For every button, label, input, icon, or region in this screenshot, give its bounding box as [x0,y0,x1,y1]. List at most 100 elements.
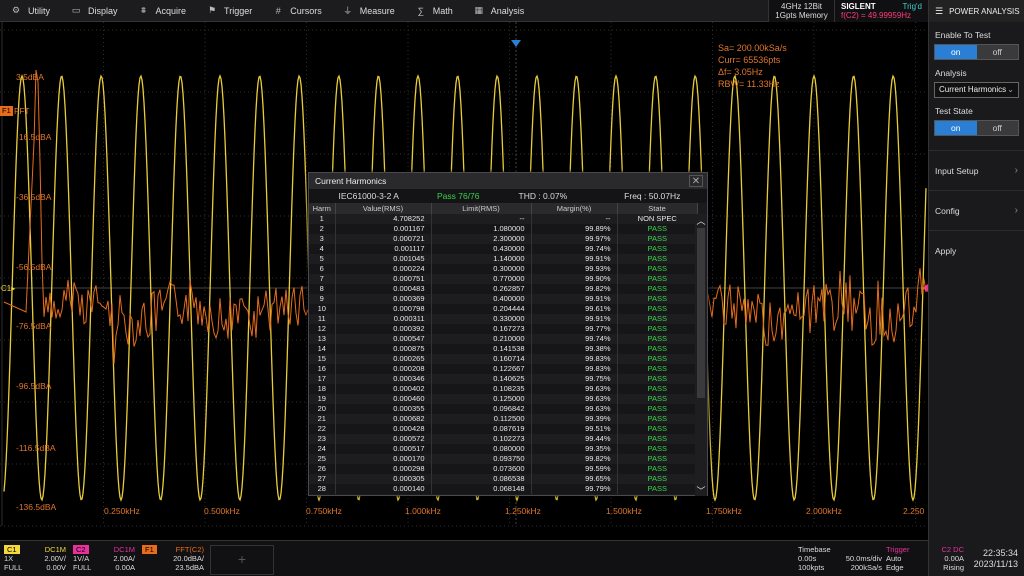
current-harmonics-dialog[interactable]: Current Harmonics ✕ IEC61000-3-2 A Pass … [308,172,708,496]
table-row[interactable]: 8 0.000483 0.262857 99.82% PASS [309,284,697,294]
table-row[interactable]: 28 0.000140 0.068148 99.79% PASS [309,484,697,494]
table-row[interactable]: 1 4.708252 -- -- NON SPEC [309,214,697,224]
brand-area[interactable]: SIGLENT Trig'd f(C2) = 49.99959Hz [834,0,928,22]
input-setup-item[interactable]: Input Setup › [929,150,1024,190]
scroll-down-icon[interactable]: ﹀ [696,486,706,496]
value-cell: 0.000572 [335,434,432,444]
table-row[interactable]: 22 0.000428 0.087619 99.51% PASS [309,424,697,434]
margin-cell: 99.90% [531,274,618,284]
f1-function-box[interactable]: F1 FFT(C2) 20.0dBA/ 23.5dBA [140,545,206,575]
menu-acquire[interactable]: ⩩ Acquire [128,0,197,22]
state-toggle[interactable]: on off [934,120,1019,136]
table-row[interactable]: 11 0.000311 0.330000 99.91% PASS [309,314,697,324]
add-channel-button[interactable]: + [210,545,274,575]
harm-cell: 5 [309,254,336,264]
math-icon: ∑ [417,5,424,16]
clock-date: 2023/11/13 [973,559,1018,569]
apply-item[interactable]: Apply [929,230,1024,270]
table-row[interactable]: 5 0.001045 1.140000 99.91% PASS [309,254,697,264]
limit-cell: 0.112500 [431,414,532,424]
y-axis-label: -116.5dBA [16,443,56,453]
table-row[interactable]: 25 0.000170 0.093750 99.82% PASS [309,454,697,464]
value-cell: 0.001167 [335,224,432,234]
dialog-scrollbar[interactable]: ︿ ﹀ [695,214,707,496]
table-row[interactable]: 23 0.000572 0.102273 99.44% PASS [309,434,697,444]
freq-value: Freq : 50.07Hz [624,191,681,201]
harm-cell: 25 [309,454,336,464]
limit-cell: 0.140625 [431,374,532,384]
state-cell: PASS [617,314,697,324]
table-row[interactable]: 21 0.000682 0.112500 99.39% PASS [309,414,697,424]
harm-cell: 9 [309,294,336,304]
table-row[interactable]: 6 0.000224 0.300000 99.93% PASS [309,264,697,274]
panel-header[interactable]: ☰ POWER ANALYSIS [929,0,1024,22]
table-row[interactable]: 18 0.000402 0.108235 99.63% PASS [309,384,697,394]
menu-measure[interactable]: ⏚ Measure [332,0,405,22]
trigger-box[interactable]: Trigger C2 DC Auto 0.00A Edge Rising [886,545,964,572]
scroll-thumb[interactable] [697,228,705,398]
c2-channel-box[interactable]: C2 DC1M 1V/A 2.00A/ FULL 0.00A [71,545,137,575]
c1-channel-box[interactable]: C1 DC1M 1X 2.00V/ FULL 0.00V [2,545,68,575]
limit-cell: 0.125000 [431,394,532,404]
value-cell: 0.000140 [335,484,432,494]
table-row[interactable]: 4 0.001117 0.430000 99.74% PASS [309,244,697,254]
f1-scale: 20.0dBA/ [173,554,204,563]
margin-cell: 99.63% [531,384,618,394]
table-row[interactable]: 17 0.000346 0.140625 99.75% PASS [309,374,697,384]
menu-utility[interactable]: ⚙ Utility [0,0,60,22]
input-setup-label: Input Setup [935,165,979,176]
harm-cell: 7 [309,274,336,284]
acquisition-info[interactable]: 4GHz 12Bit 1Gpts Memory [768,0,834,22]
analysis-select[interactable]: Current Harmonics ⌄ [934,82,1019,98]
dialog-title: Current Harmonics [315,176,387,186]
menu-cursors[interactable]: # Cursors [262,0,332,22]
state-cell: PASS [617,284,697,294]
table-row[interactable]: 7 0.000751 0.770000 99.90% PASS [309,274,697,284]
enable-off-button[interactable]: off [976,45,1018,59]
menu-trigger[interactable]: ⚑ Trigger [196,0,262,22]
menu-display[interactable]: ▭ Display [60,0,128,22]
table-row[interactable]: 12 0.000392 0.167273 99.77% PASS [309,324,697,334]
table-row[interactable]: 26 0.000298 0.073600 99.59% PASS [309,464,697,474]
state-label: Test State [935,106,973,116]
table-row[interactable]: 15 0.000265 0.160714 99.83% PASS [309,354,697,364]
c2-offset: 0.00A [115,563,135,572]
table-row[interactable]: 2 0.001167 1.080000 99.89% PASS [309,224,697,234]
table-row[interactable]: 19 0.000460 0.125000 99.63% PASS [309,394,697,404]
table-row[interactable]: 24 0.000517 0.080000 99.35% PASS [309,444,697,454]
state-on-button[interactable]: on [935,121,977,135]
state-cell: PASS [617,364,697,374]
measure-icon: ⏚ [343,6,353,16]
display-icon: ▭ [71,5,81,15]
close-icon[interactable]: ✕ [689,175,703,187]
dialog-title-bar[interactable]: Current Harmonics ✕ [309,173,707,189]
table-row[interactable]: 10 0.000798 0.204444 99.61% PASS [309,304,697,314]
menu-analysis[interactable]: ▦ Analysis [463,0,535,22]
limit-cell: 0.073600 [431,464,532,474]
waveform-display[interactable]: Sa= 200.00kSa/s Curr= 65536pts Δf= 3.05Hz R… [0,22,928,540]
config-item[interactable]: Config › [929,190,1024,230]
table-row[interactable]: 16 0.000208 0.122667 99.83% PASS [309,364,697,374]
f1-marker[interactable]: F1 [0,106,13,116]
table-row[interactable]: 13 0.000547 0.210000 99.74% PASS [309,334,697,344]
scroll-up-icon[interactable]: ︿ [696,216,706,226]
table-row[interactable]: 27 0.000305 0.086538 99.65% PASS [309,474,697,484]
enable-on-button[interactable]: on [935,45,977,59]
margin-cell: 99.91% [531,314,618,324]
table-row[interactable]: 20 0.000355 0.096842 99.63% PASS [309,404,697,414]
x-axis-label: 0.500kHz [204,506,240,516]
timebase-box[interactable]: Timebase 0.00s 50.0ms/div 100kpts 200kSa/s [798,545,882,572]
value-cell: 0.000369 [335,294,432,304]
c1-marker[interactable]: C1▸ [1,284,16,293]
table-row[interactable]: 9 0.000369 0.400000 99.91% PASS [309,294,697,304]
c1-probe: 1X [4,554,14,563]
harm-cell: 20 [309,404,336,414]
state-off-button[interactable]: off [976,121,1018,135]
harm-cell: 18 [309,384,336,394]
enable-toggle[interactable]: on off [934,44,1019,60]
chevron-down-icon: ⌄ [1007,85,1014,94]
table-row[interactable]: 3 0.000721 2.300000 99.97% PASS [309,234,697,244]
c1-offset: 0.00V [46,563,66,572]
table-row[interactable]: 14 0.000875 0.141538 99.38% PASS [309,344,697,354]
menu-math[interactable]: ∑ Math [405,0,463,22]
